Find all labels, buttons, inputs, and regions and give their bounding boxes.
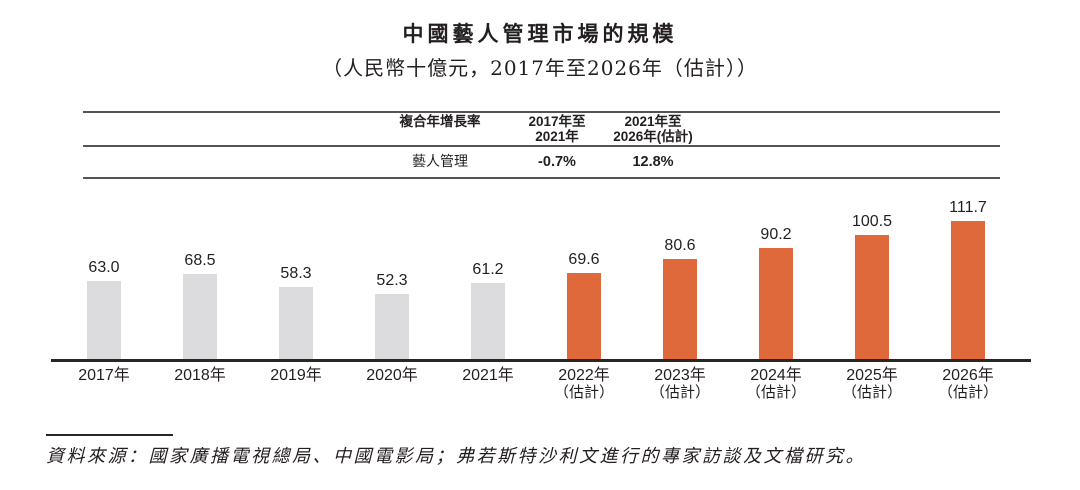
x-label-2025: 2025年 （估計）: [824, 367, 920, 400]
bar-2018: [183, 274, 217, 359]
chart-subtitle: （人民幣十億元，2017年至2026年（估計））: [322, 56, 758, 80]
x-label-estimate-2025: （估計）: [841, 383, 902, 401]
cagr-period1-line1: 2017年至: [528, 114, 586, 129]
bar-value-label-2021: 61.2: [472, 261, 504, 278]
bar-value-label-2023: 80.6: [664, 237, 696, 254]
x-label-year-2026: 2026年: [942, 367, 994, 384]
cagr-period2-line1: 2021年至: [624, 114, 682, 129]
x-label-2023: 2023年 （估計）: [632, 367, 728, 400]
cagr-value-2021-2026: 12.8%: [632, 154, 674, 170]
x-label-year-2020: 2020年: [366, 367, 418, 384]
x-label-estimate-2026: （估計）: [937, 383, 998, 401]
cagr-metric-header: 複合年增長率: [399, 114, 481, 130]
x-label-2024: 2024年 （估計）: [728, 367, 824, 400]
table-middle-rule: [83, 145, 1000, 147]
cagr-period1-header: 2017年至 2021年: [497, 114, 617, 144]
bar-value-label-2024: 90.2: [760, 226, 792, 243]
bar-chart-plot-area: 63.0 68.5 58.3 52.3 61.2 69.6 80.6 90.2 100.5 111…: [56, 197, 1016, 359]
bar-2026: [951, 221, 985, 359]
source-note: 資料來源：國家廣播電視總局、中國電影局；弗若斯特沙利文進行的專家訪談及文檔研究。: [46, 446, 866, 467]
x-label-year-2023: 2023年: [654, 367, 706, 384]
x-label-2022: 2022年 （估計）: [536, 367, 632, 400]
bar-2019: [279, 287, 313, 359]
chart-title: 中國藝人管理市場的規模: [402, 21, 678, 46]
bar-slot-2019: 58.3: [248, 197, 344, 359]
bar-2022: [567, 273, 601, 359]
bar-slot-2020: 52.3: [344, 197, 440, 359]
x-label-year-2025: 2025年: [846, 367, 898, 384]
x-label-estimate-2024: （估計）: [745, 383, 806, 401]
bar-value-label-2017: 63.0: [88, 259, 120, 276]
cagr-period1-line2: 2021年: [535, 128, 579, 144]
x-label-2021: 2021年: [440, 367, 536, 400]
bar-slot-2021: 61.2: [440, 197, 536, 359]
cagr-table-data-row: 藝人管理 -0.7% 12.8%: [83, 147, 1000, 177]
bar-slot-2022: 69.6: [536, 197, 632, 359]
bar-slot-2026: 111.7: [920, 197, 1016, 359]
bar-value-label-2020: 52.3: [376, 272, 408, 289]
cagr-value-2017-2021: -0.7%: [538, 154, 576, 170]
table-top-rule: [83, 111, 1000, 113]
bar-2024: [759, 248, 793, 359]
x-label-estimate-2023: （估計）: [649, 383, 710, 401]
bar-2017: [87, 281, 121, 359]
x-label-year-2017: 2017年: [78, 367, 130, 384]
x-label-2020: 2020年: [344, 367, 440, 400]
bar-slot-2018: 68.5: [152, 197, 248, 359]
x-label-estimate-2022: （估計）: [553, 383, 614, 401]
x-label-year-2024: 2024年: [750, 367, 802, 384]
bar-value-label-2026: 111.7: [949, 199, 987, 216]
x-axis-line: [51, 359, 1031, 362]
bar-value-label-2022: 69.6: [568, 251, 600, 268]
bar-slot-2025: 100.5: [824, 197, 920, 359]
bar-slot-2017: 63.0: [56, 197, 152, 359]
bar-2021: [471, 283, 505, 359]
x-label-2019: 2019年: [248, 367, 344, 400]
x-label-2026: 2026年 （估計）: [920, 367, 1016, 400]
cagr-table: 複合年增長率 2017年至 2021年 2021年至 2026年(估計) 藝人管…: [83, 111, 1000, 179]
x-label-2017: 2017年: [56, 367, 152, 400]
x-label-2018: 2018年: [152, 367, 248, 400]
cagr-table-header-row: 複合年增長率 2017年至 2021年 2021年至 2026年(估計): [83, 113, 1000, 145]
x-label-year-2022: 2022年: [558, 367, 610, 384]
bar-2020: [375, 294, 409, 359]
cagr-period2-line2: 2026年(估計): [613, 128, 693, 144]
x-label-year-2021: 2021年: [462, 367, 514, 384]
bar-value-label-2018: 68.5: [184, 252, 216, 269]
bar-slot-2023: 80.6: [632, 197, 728, 359]
bar-2023: [663, 259, 697, 359]
x-label-year-2018: 2018年: [174, 367, 226, 384]
bar-value-label-2025: 100.5: [851, 213, 893, 230]
bar-2025: [855, 235, 889, 359]
x-axis-labels: 2017年 2018年 2019年 2020年 2021年 2022年 （估計） 2023年（…: [56, 367, 1016, 400]
source-divider-rule: [46, 434, 173, 436]
bar-value-label-2019: 58.3: [280, 265, 312, 282]
cagr-period2-header: 2021年至 2026年(估計): [581, 114, 725, 144]
cagr-row-label: 藝人管理: [412, 154, 468, 170]
x-label-year-2019: 2019年: [270, 367, 322, 384]
bar-slot-2024: 90.2: [728, 197, 824, 359]
table-bottom-rule: [83, 177, 1000, 179]
